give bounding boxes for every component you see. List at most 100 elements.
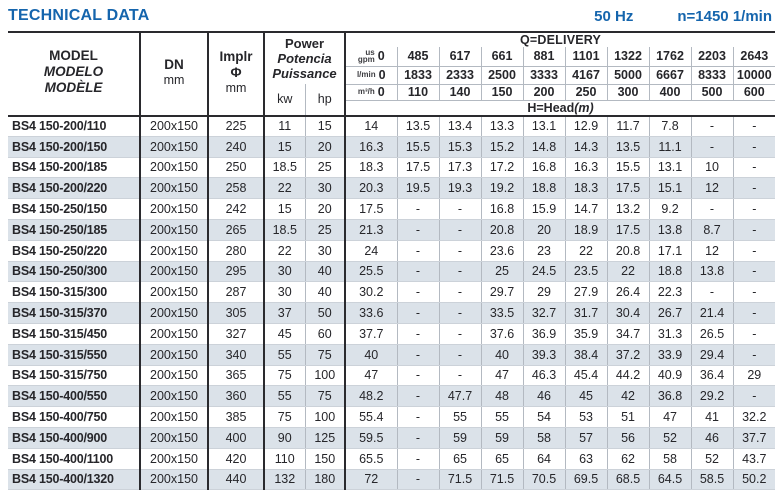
model-label-es: MODELO — [43, 64, 104, 80]
model-cell: BS4 150-250/150 — [8, 198, 141, 220]
head-value-cell: - — [397, 240, 440, 262]
head-value-cell: 52 — [649, 427, 692, 449]
flow-value-cell: 10000 — [733, 65, 776, 84]
flow-unit-zero-cell: l/min 0 — [345, 65, 398, 84]
dn-cell: 200x150 — [140, 385, 209, 408]
model-cell: BS4 150-400/1320 — [8, 469, 141, 491]
flow-value-cell: 4167 — [565, 65, 608, 84]
flow-value-cell: 6667 — [649, 65, 692, 84]
flow-value-cell: 2333 — [439, 65, 482, 84]
impeller-label: Implr — [219, 49, 253, 65]
kw-cell: 22 — [264, 177, 306, 200]
head-value-cell: 18.8 — [523, 177, 566, 200]
head-value-cell: - — [733, 385, 776, 408]
model-cell: BS4 150-315/450 — [8, 323, 141, 345]
head-value-cell: 17.5 — [345, 198, 398, 220]
model-column-header: MODEL MODELO MODÈLE — [8, 32, 141, 117]
head-value-cell: 44.2 — [607, 365, 650, 387]
head-value-cell: 40.9 — [649, 365, 692, 387]
head-value-cell: - — [439, 344, 482, 366]
dn-cell: 200x150 — [140, 115, 209, 137]
head-value-cell: 11.7 — [607, 115, 650, 137]
head-value-cell: 47 — [649, 406, 692, 428]
head-value-cell: 20.3 — [345, 177, 398, 200]
head-value-cell: 69.5 — [565, 469, 608, 491]
head-value-cell: 24.5 — [523, 261, 566, 283]
head-value-cell: 40 — [481, 344, 524, 366]
head-value-cell: 13.5 — [397, 115, 440, 137]
frequency-label: 50 Hz — [594, 8, 634, 25]
head-value-cell: 19.5 — [397, 177, 440, 200]
flow-zero-value: 0 — [378, 68, 386, 82]
flow-value-cell: 1101 — [565, 47, 608, 66]
head-value-cell: 71.5 — [439, 469, 482, 491]
head-value-cell: - — [733, 261, 776, 283]
head-value-cell: 13.4 — [439, 115, 482, 137]
flow-value-cell: 2203 — [691, 47, 734, 66]
hp-cell: 30 — [305, 177, 347, 200]
head-value-cell: 46.3 — [523, 365, 566, 387]
head-value-cell: 42 — [607, 385, 650, 408]
hp-cell: 60 — [305, 323, 347, 345]
table-row: BS4 150-200/150 200x150 240 15 20 16.3 15.5 15.… — [8, 136, 776, 158]
table-row: BS4 150-400/750 200x150 385 75 100 55.4-55 55 5… — [8, 406, 776, 428]
flow-unit-label: us gpm — [357, 47, 375, 65]
head-value-cell: 51 — [607, 406, 650, 428]
hp-cell: 150 — [305, 448, 347, 470]
head-value-cell: 11.1 — [649, 136, 692, 158]
head-value-cell: - — [691, 281, 734, 304]
power-column-header: Power Potencia Puissance — [264, 32, 347, 84]
head-value-cell: 47 — [345, 365, 398, 387]
head-value-cell: 17.5 — [397, 157, 440, 179]
head-value-cell: 29.2 — [691, 385, 734, 408]
head-value-cell: - — [397, 344, 440, 366]
hp-cell: 180 — [305, 469, 347, 491]
dn-cell: 200x150 — [140, 219, 209, 241]
head-value-cell: 12 — [691, 240, 734, 262]
head-value-cell: 59.5 — [345, 427, 398, 449]
head-value-cell: 26.5 — [691, 323, 734, 345]
table-row: BS4 150-200/110 200x150 225 11 15 14 13.5 13.4 1… — [8, 115, 776, 137]
head-value-cell: - — [397, 406, 440, 428]
model-cell: BS4 150-200/220 — [8, 177, 141, 200]
flow-unit-label: l/min — [356, 70, 376, 80]
flow-row-lmin: l/min 0 1833 2333 2500 3333 4167 5000 6667 8333 10… — [8, 65, 776, 84]
head-value-cell: 26.4 — [607, 281, 650, 304]
flow-value-cell: 2500 — [481, 65, 524, 84]
head-value-cell: - — [439, 323, 482, 345]
head-value-cell: 19.2 — [481, 177, 524, 200]
dn-cell: 200x150 — [140, 177, 209, 200]
head-value-cell: - — [439, 219, 482, 241]
hp-cell: 20 — [305, 136, 347, 158]
head-value-cell: 32.7 — [523, 302, 566, 324]
hp-cell: 15 — [305, 115, 347, 137]
head-value-cell: - — [397, 198, 440, 220]
head-value-cell: 13.1 — [649, 157, 692, 179]
head-value-cell: 36.4 — [691, 365, 734, 387]
kw-cell: 132 — [264, 469, 306, 491]
model-label-en: MODEL — [49, 48, 98, 64]
hp-cell: 75 — [305, 344, 347, 366]
table-row: BS4 150-315/450 200x150 327 45 60 37.7- -37.6 3… — [8, 323, 776, 345]
flow-value-cell: 500 — [691, 83, 734, 100]
table-row: BS4 150-200/220 200x150 258 22 30 20.3 19.5 19.… — [8, 177, 776, 200]
head-value-cell: 41 — [691, 406, 734, 428]
head-value-cell: 33.5 — [481, 302, 524, 324]
hp-cell: 25 — [305, 219, 347, 241]
head-value-cell: 26.7 — [649, 302, 692, 324]
flow-unit-zero-cell: us gpm 0 — [345, 47, 398, 66]
speed-label: n=1450 1/min — [677, 8, 772, 25]
hp-cell: 50 — [305, 302, 347, 324]
table-row: BS4 150-315/300 200x150 287 30 40 30.2- -29.7 2… — [8, 281, 776, 304]
head-value-cell: - — [733, 136, 776, 158]
table-body: BS4 150-200/110 200x150 225 11 15 14 13.5 13.4 1… — [8, 115, 776, 491]
model-cell: BS4 150-315/750 — [8, 365, 141, 387]
hp-cell: 100 — [305, 365, 347, 387]
head-value-cell: 17.3 — [439, 157, 482, 179]
head-value-cell: 72 — [345, 469, 398, 491]
head-value-cell: - — [733, 219, 776, 241]
table-row: BS4 150-250/300 200x150 295 30 40 25.5- -25 24.… — [8, 261, 776, 283]
kw-cell: 30 — [264, 261, 306, 283]
head-value-cell: 16.3 — [345, 136, 398, 158]
